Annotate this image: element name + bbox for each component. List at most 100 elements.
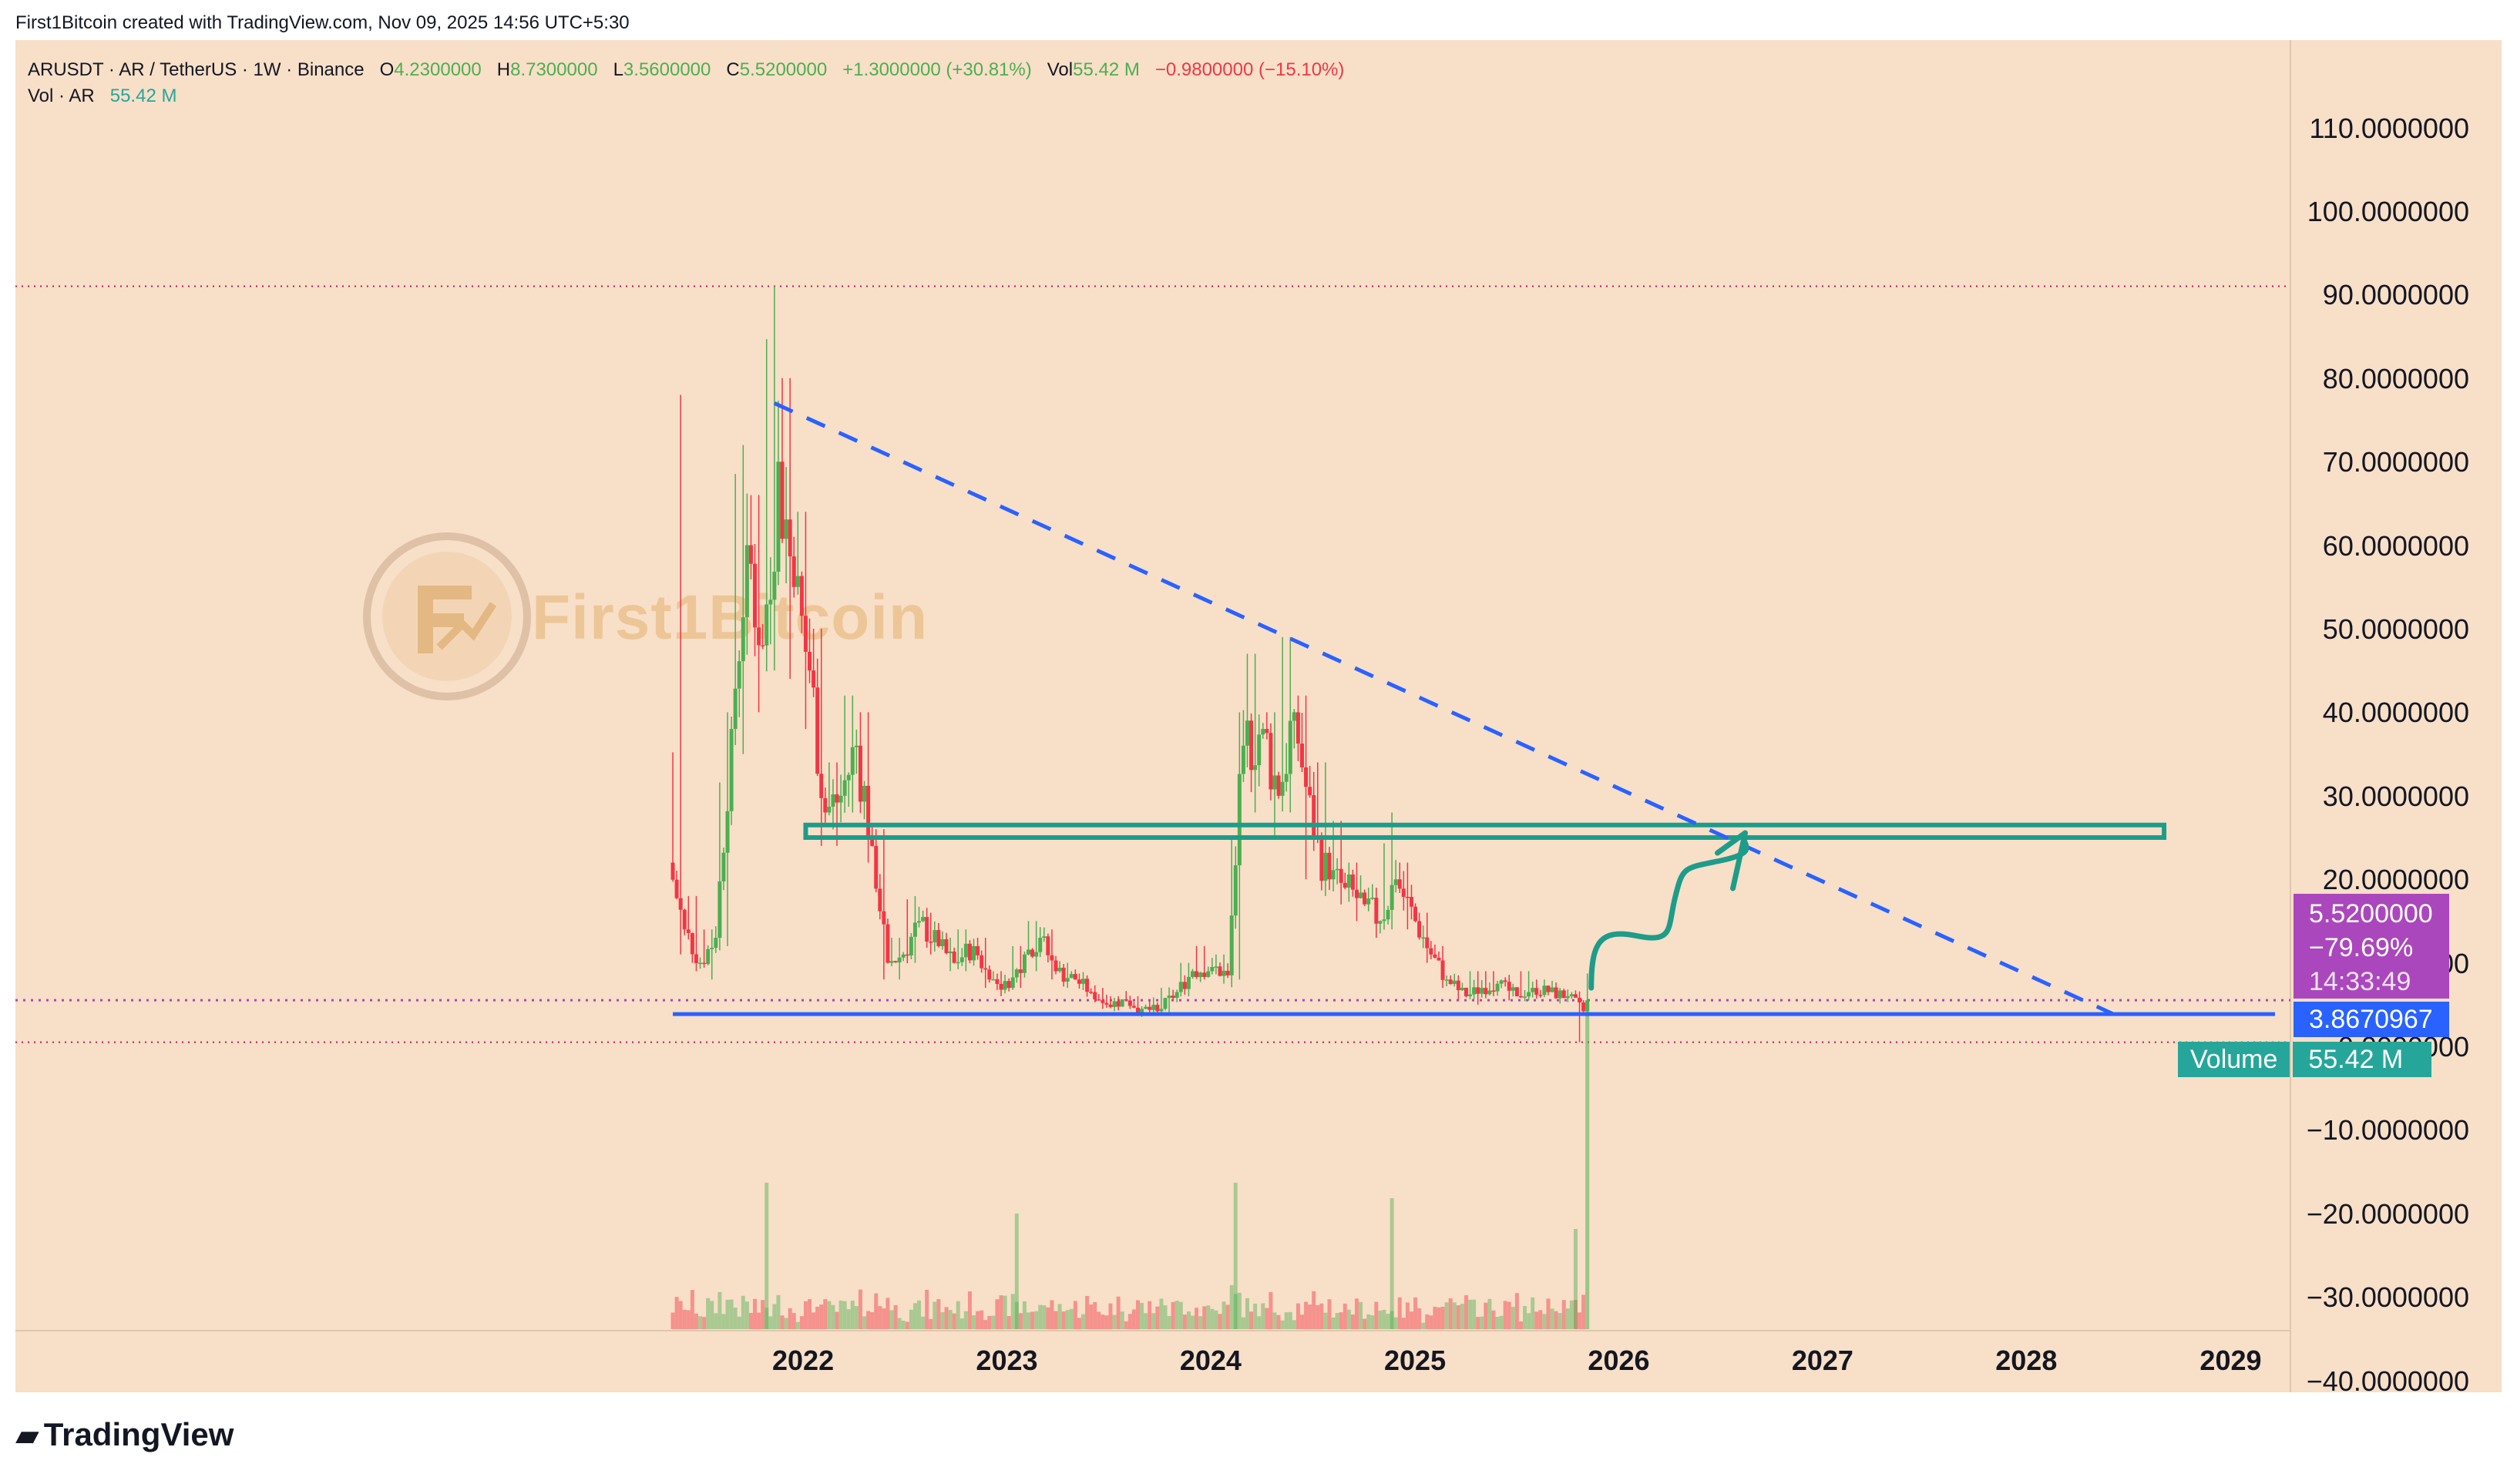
volume-bar [1014,1214,1019,1329]
price-tick-label: −30.0000000 [2306,1281,2469,1314]
volume-bar [1390,1198,1394,1329]
candle-body [1295,712,1300,744]
candle-body [799,576,804,616]
candle-body [866,785,871,838]
candle-body [850,747,855,775]
volume-bar [702,1317,707,1329]
volume-bar [1127,1314,1132,1329]
volume-bar [1288,1311,1292,1329]
candle-body [1057,967,1062,972]
volume-bar [1249,1311,1254,1329]
candle-body [1198,972,1203,978]
chart-credit: First1Bitcoin created with TradingView.c… [15,12,630,33]
volume-bar [706,1298,711,1329]
candle-body [1140,1009,1144,1013]
volume-bar [1069,1308,1074,1329]
volume-bar [1186,1311,1191,1329]
candle-body [757,627,761,646]
volume-bar [1190,1315,1195,1329]
candle-body [1151,1005,1156,1010]
candle-body [1429,948,1433,955]
candle-body [1401,888,1406,897]
candle-body [874,845,879,889]
candle-body [1468,994,1473,996]
price-tick-label: 50.0000000 [2322,613,2469,645]
volume-bar [791,1313,796,1329]
candle-body [1534,988,1539,995]
volume-bar [1097,1311,1101,1329]
candle-body [1116,1001,1121,1007]
volume-bar [753,1298,758,1329]
volume-bar [1174,1301,1179,1329]
volume-bar [925,1289,929,1329]
volume-bar [1499,1315,1504,1329]
candle-body [1018,969,1023,973]
volume-bar [956,1301,960,1329]
candle-body [1112,1001,1117,1007]
volume-bar [744,1301,749,1329]
candle-body [933,930,937,942]
candle-body [1527,992,1531,997]
volume-tag-value: 55.42 M [2293,1042,2432,1077]
descending-trendline [773,401,2114,1016]
volume-bar [1382,1309,1386,1329]
candle-body [1014,969,1019,978]
volume-bar [885,1298,890,1329]
candle-body [1186,976,1191,989]
candle-body [956,962,960,964]
volume-bar [1182,1314,1187,1329]
candle-body [733,688,738,730]
candle-body [682,909,687,930]
volume-bar [1108,1303,1113,1329]
volume-bar [1159,1298,1164,1329]
candle-body [1359,892,1363,898]
volume-bar [1573,1299,1578,1329]
volume-bar [721,1314,726,1329]
candle-body [823,797,828,813]
last-price-tag: 5.5200000 −79.69% 14:33:49 [2294,894,2449,999]
candle-body [1304,767,1309,787]
candle-body [1363,892,1367,905]
volume-bar [987,1315,992,1329]
candle-body [1444,979,1449,981]
tradingview-logo[interactable]: ▰ TradingView [15,1416,234,1453]
volume-bar [1085,1295,1090,1329]
price-tick-label: 20.0000000 [2322,864,2469,896]
volume-bar [674,1297,679,1329]
candle-body [999,984,1003,990]
watermark-text: First1Bitcoin [532,583,929,653]
price-tick-label: 40.0000000 [2322,697,2469,729]
volume-bar [1042,1305,1047,1329]
volume-bar [678,1301,683,1329]
volume-bar [1046,1307,1050,1329]
candle-body [1081,979,1086,984]
candle-body [1288,720,1292,774]
volume-bar [905,1321,909,1329]
candle-body [694,954,698,964]
volume-bar [874,1293,879,1329]
volume-bar [1425,1314,1430,1329]
time-tick-label: 2024 [1179,1345,1242,1376]
volume-bar [940,1312,945,1329]
candle-body [1573,994,1578,998]
candle-body [870,838,875,846]
volume-bar [1468,1299,1473,1329]
time-tick-label: 2022 [772,1345,835,1376]
volume-bar [1131,1309,1136,1329]
candle-body [1487,990,1492,995]
volume-bar [690,1290,694,1329]
volume-bar [1003,1295,1007,1329]
projection-arrowhead [1715,830,1749,891]
candle-body [1378,921,1383,924]
candle-body [1249,720,1254,771]
volume-bar [1374,1301,1379,1329]
volume-bar [1405,1302,1410,1329]
volume-bar [1276,1314,1281,1329]
volume-bar [1480,1316,1484,1329]
candle-body [1425,937,1430,948]
volume-bar [1484,1302,1488,1329]
candle-body [1010,977,1015,989]
volume-bar [909,1309,913,1329]
candle-body [1346,874,1351,888]
